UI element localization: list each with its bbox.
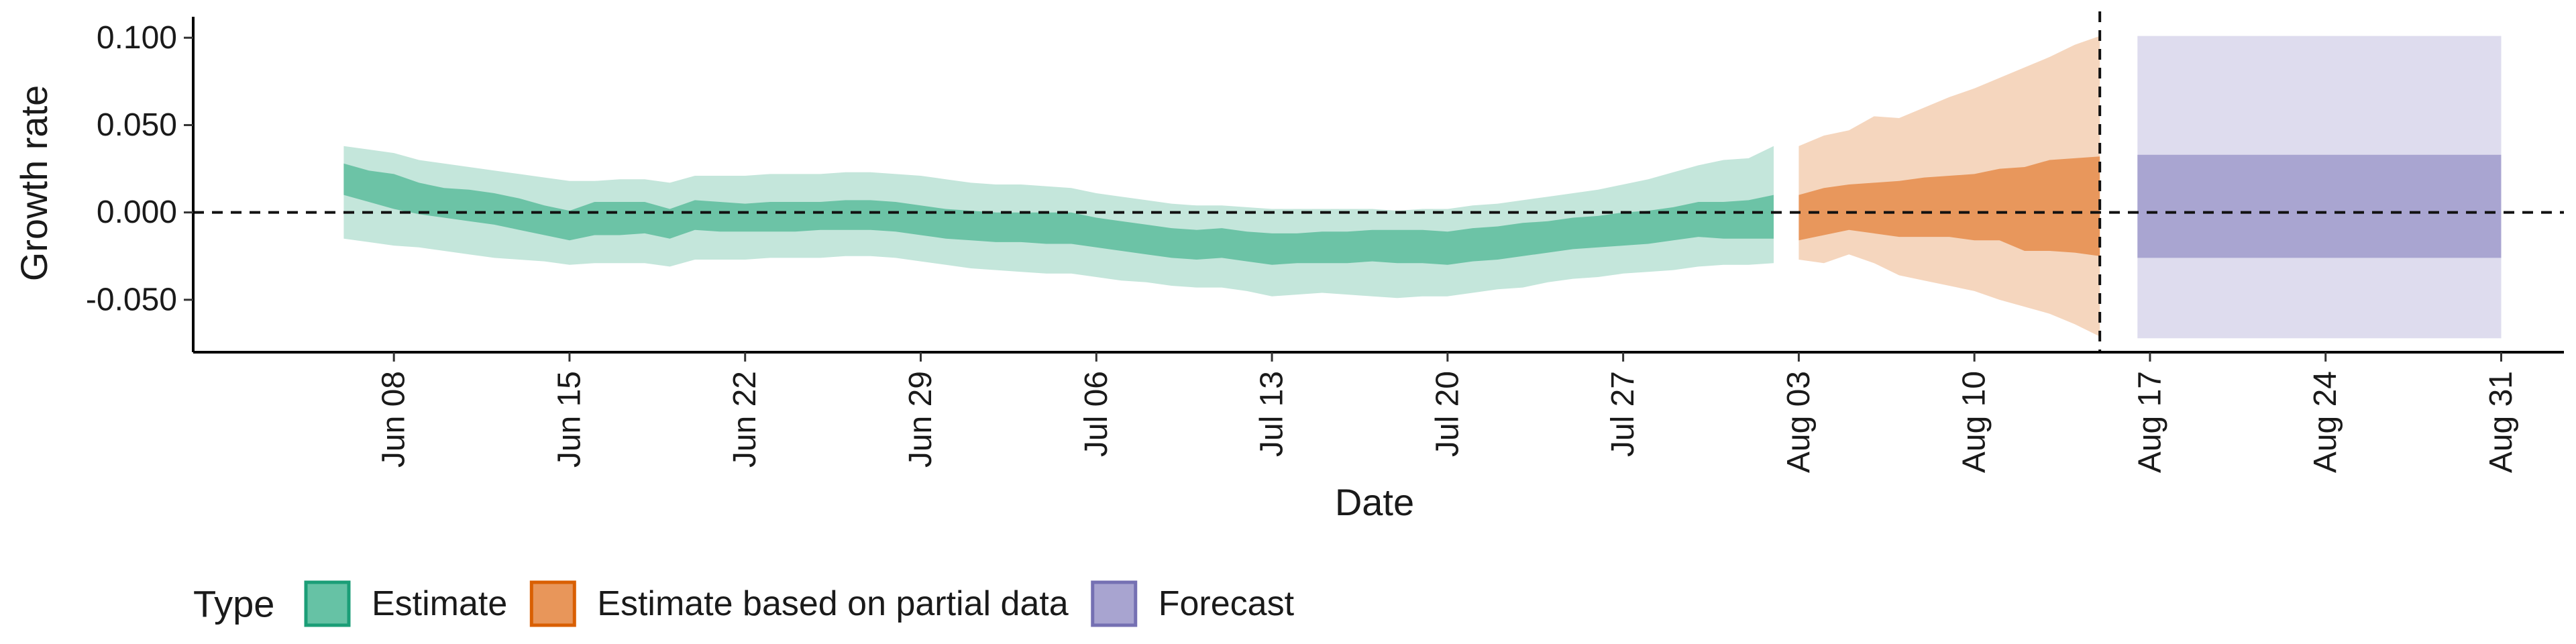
x-tick-label: Jul 20 <box>1430 371 1465 457</box>
x-tick-label: Jun 08 <box>376 371 412 468</box>
y-tick-label: -0.050 <box>86 282 177 317</box>
legend-swatch-forecast <box>1091 580 1138 627</box>
x-tick-label: Aug 31 <box>2483 371 2519 473</box>
x-tick-label: Aug 03 <box>1781 371 1817 473</box>
interval-bands <box>343 36 2502 339</box>
legend: Type Estimate Estimate based on partial da… <box>193 580 1295 627</box>
estimate-inner-band <box>343 163 1774 265</box>
legend-label-estimate-based-on-partial-data: Estimate based on partial data <box>597 584 1069 623</box>
x-tick-label: Jul 06 <box>1079 371 1114 457</box>
legend-swatch-estimate-based-on-partial-data <box>529 580 576 627</box>
x-tick-label: Aug 17 <box>2132 371 2167 473</box>
y-axis-title: Growth rate <box>13 85 55 282</box>
x-tick-label: Jun 15 <box>551 371 587 468</box>
x-tick-label: Jul 27 <box>1605 371 1641 457</box>
axes: 0.100 0.050 0.000 -0.050 Jun 08 Jun 15 Jun 22 J… <box>13 17 2564 523</box>
y-tick-label: 0.000 <box>97 195 177 230</box>
x-tick-label: Jun 29 <box>903 371 938 468</box>
estimate-based-on-partial-data-inner-band <box>1799 156 2100 256</box>
x-axis-title: Date <box>1335 481 1414 523</box>
legend-label-estimate: Estimate <box>372 584 507 623</box>
x-tick-label: Jul 13 <box>1254 371 1290 457</box>
y-tick-label: 0.050 <box>97 107 177 143</box>
y-tick-label: 0.100 <box>97 20 177 56</box>
forecast-inner-band <box>2137 154 2502 258</box>
x-tick-label: Jun 22 <box>727 371 763 468</box>
x-tick-label: Aug 10 <box>1957 371 1992 473</box>
x-tick-label: Aug 24 <box>2308 371 2343 473</box>
legend-label-forecast: Forecast <box>1159 584 1295 623</box>
reference-lines <box>193 11 2564 352</box>
legend-swatch-estimate <box>304 580 351 627</box>
legend-title: Type <box>193 583 274 625</box>
